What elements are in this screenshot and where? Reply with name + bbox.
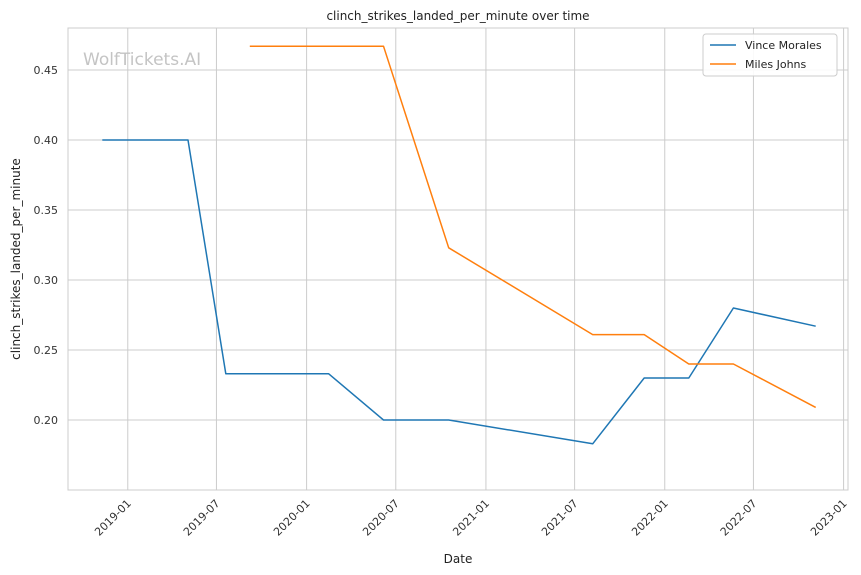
x-tick-label: 2020-07	[360, 497, 402, 539]
y-axis-label: clinch_strikes_landed_per_minute	[9, 158, 23, 360]
x-axis-label: Date	[444, 552, 473, 566]
y-tick-label: 0.35	[34, 204, 59, 217]
series-line-2	[249, 45, 817, 409]
watermark-text: WolfTickets.AI	[83, 50, 201, 70]
x-tick-label: 2019-01	[92, 497, 134, 539]
legend-label: Vince Morales	[745, 39, 822, 52]
legend: Vince Morales Miles Johns	[702, 33, 838, 77]
chart-title: clinch_strikes_landed_per_minute over ti…	[326, 9, 589, 23]
y-axis-ticks: 0.20 0.25 0.30 0.35 0.40 0.45	[34, 64, 59, 427]
plot-frame	[67, 27, 849, 491]
y-tick-label: 0.30	[34, 274, 59, 287]
plot-area	[68, 28, 848, 490]
y-tick-label: 0.40	[34, 134, 59, 147]
y-tick-label: 0.20	[34, 414, 59, 427]
grid-lines	[68, 28, 848, 490]
legend-label: Miles Johns	[745, 58, 807, 71]
series-line-1	[102, 139, 816, 445]
series-lines	[102, 45, 817, 445]
y-tick-label: 0.25	[34, 344, 59, 357]
legend-box	[702, 33, 838, 77]
x-tick-label: 2021-07	[539, 497, 581, 539]
x-tick-label: 2023-01	[808, 497, 850, 539]
y-tick-label: 0.45	[34, 64, 59, 77]
x-tick-label: 2021-01	[450, 497, 492, 539]
x-tick-label: 2022-07	[718, 497, 760, 539]
x-tick-label: 2022-01	[629, 497, 671, 539]
x-axis-ticks: 2019-01 2019-07 2020-01 2020-07 2021-01 2021-…	[92, 497, 850, 539]
x-tick-label: 2019-07	[181, 497, 223, 539]
x-tick-label: 2020-01	[271, 497, 313, 539]
